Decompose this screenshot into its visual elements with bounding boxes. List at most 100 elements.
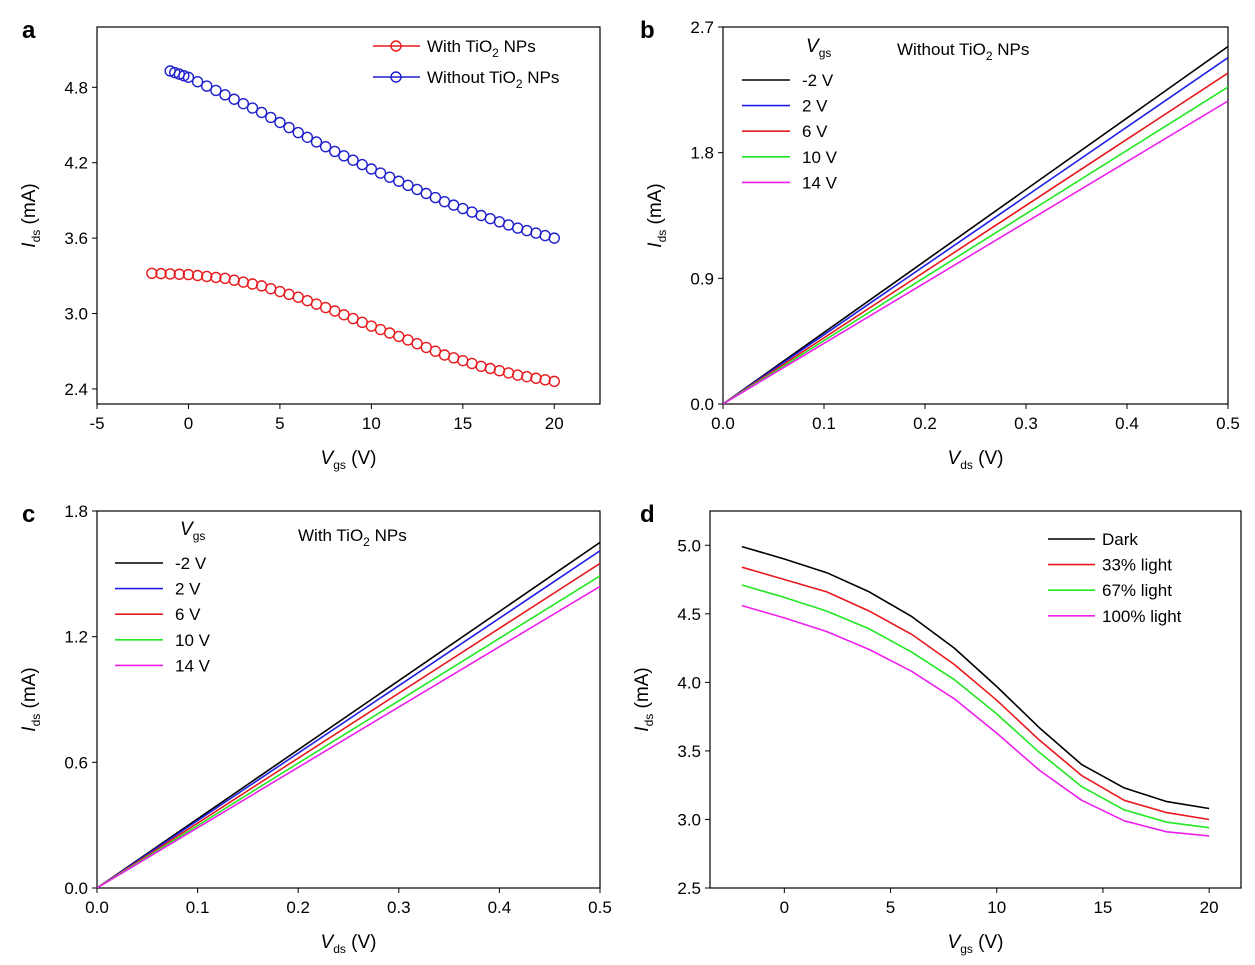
y-axis-label: Ids (mA)	[19, 183, 43, 247]
data-point-fill	[191, 75, 204, 88]
data-layer	[723, 45, 1228, 404]
data-point-fill	[493, 364, 506, 377]
data-point	[402, 179, 414, 192]
x-tick-label: 10	[362, 414, 381, 433]
y-tick-label: 4.5	[677, 605, 701, 624]
y-tick-label: 3.0	[677, 810, 701, 829]
y-tick-label: 0.6	[64, 753, 88, 772]
data-point-fill	[178, 69, 190, 82]
x-tick-label: 15	[1093, 898, 1112, 917]
y-tick-label: 1.8	[690, 144, 714, 163]
x-tick-label: 20	[545, 414, 564, 433]
data-point	[548, 375, 560, 388]
y-axis-label: Ids (mA)	[19, 667, 43, 731]
legend-marker	[390, 71, 402, 83]
y-tick-label: 3.6	[64, 229, 88, 248]
plot-frame	[709, 510, 1242, 889]
series-line-2	[723, 72, 1228, 404]
series-line-3	[741, 604, 1210, 837]
legend-label: -2 V	[802, 71, 834, 90]
x-tick-label: 0.0	[711, 414, 735, 433]
series-line-3	[97, 575, 600, 888]
legend-label: 6 V	[802, 122, 828, 141]
x-tick-label: 5	[886, 898, 895, 917]
chart-panel-c: c 0.0 0.1 0.2 0.3 0.4 0.5 0.0 0.6 1.2 1.8 Vds (V) Id…	[19, 501, 612, 956]
data-point-fill	[265, 111, 277, 124]
data-point	[475, 360, 487, 372]
chart-panel-d: d 0 5 10 15 20 2.5 3.0 3.5 4.0 4.5 5.0 Vgs (V) Ids (m…	[632, 501, 1242, 956]
data-point-fill	[539, 229, 551, 242]
data-point-fill	[283, 121, 295, 134]
data-point-fill	[338, 150, 350, 162]
legend-label: 10 V	[175, 631, 211, 650]
plot-frame	[96, 510, 601, 889]
data-point	[511, 222, 524, 234]
x-axis-label: Vds (V)	[321, 932, 377, 956]
data-point	[548, 232, 560, 244]
x-axis-label: Vds (V)	[948, 448, 1004, 472]
legend-label: 10 V	[802, 148, 838, 167]
y-tick-label: 1.2	[64, 628, 88, 647]
legend-label: -2 V	[175, 554, 207, 573]
x-tick-label: 0.3	[1014, 414, 1038, 433]
data-point-fill	[246, 102, 259, 114]
panel-letter: b	[640, 17, 655, 44]
x-tick-label: 0.2	[913, 414, 937, 433]
series-line-1	[97, 550, 600, 888]
x-tick-label: 5	[275, 414, 284, 433]
y-tick-label: 0.0	[64, 879, 88, 898]
data-point-fill	[228, 93, 240, 105]
data-layer	[741, 545, 1210, 837]
data-point-fill	[383, 171, 396, 183]
data-point-fill	[530, 372, 542, 384]
data-point-fill	[521, 224, 533, 237]
data-point-fill	[484, 362, 496, 375]
data-point-fill	[521, 370, 533, 383]
annotation-text: Without TiO2 NPs	[897, 40, 1029, 63]
data-point-fill	[420, 187, 432, 200]
data-point-fill	[237, 97, 250, 110]
legend-label: 33% light	[1102, 556, 1172, 575]
data-point-fill	[393, 175, 405, 187]
x-tick-label: 10	[987, 898, 1006, 917]
y-tick-label: 0.9	[690, 269, 714, 288]
x-tick-label: 0.4	[1115, 414, 1139, 433]
x-axis-label: Vgs (V)	[948, 932, 1004, 956]
annotation-text: With TiO2 NPs	[298, 526, 407, 549]
panel-letter: c	[22, 501, 35, 528]
data-point	[182, 71, 195, 83]
y-tick-label: 4.8	[64, 78, 88, 97]
panel-letter: a	[22, 17, 36, 44]
legend-label: 2 V	[802, 97, 828, 116]
y-tick-label: 3.5	[677, 742, 701, 761]
panel-letter: d	[640, 501, 655, 528]
legend-label: 14 V	[175, 656, 211, 675]
series-line-0	[741, 545, 1210, 810]
data-layer	[97, 541, 600, 888]
x-tick-label: 0.5	[588, 898, 612, 917]
data-point	[182, 268, 195, 281]
data-point-fill	[356, 158, 368, 171]
x-tick-label: 0	[184, 414, 193, 433]
data-point-fill	[429, 191, 442, 204]
series-line-2	[97, 562, 600, 888]
x-tick-label: 20	[1200, 898, 1219, 917]
plot-frame	[722, 26, 1229, 405]
y-tick-label: 4.2	[64, 154, 88, 173]
legend-label: Dark	[1102, 530, 1138, 549]
data-point-fill	[173, 268, 186, 280]
data-point-fill	[539, 374, 551, 386]
legend-label: 100% light	[1102, 607, 1182, 626]
data-point-fill	[246, 278, 259, 290]
y-tick-label: 2.4	[64, 380, 88, 399]
series-line-4	[97, 585, 600, 888]
data-point	[219, 272, 231, 285]
data-point	[292, 126, 304, 139]
y-tick-label: 0.0	[690, 395, 714, 414]
data-point-fill	[411, 183, 423, 196]
data-point-fill	[274, 116, 286, 129]
y-axis-label: Ids (mA)	[632, 667, 656, 731]
plot-frame	[96, 26, 601, 405]
data-point-fill	[502, 367, 515, 379]
data-point-fill	[237, 276, 250, 288]
